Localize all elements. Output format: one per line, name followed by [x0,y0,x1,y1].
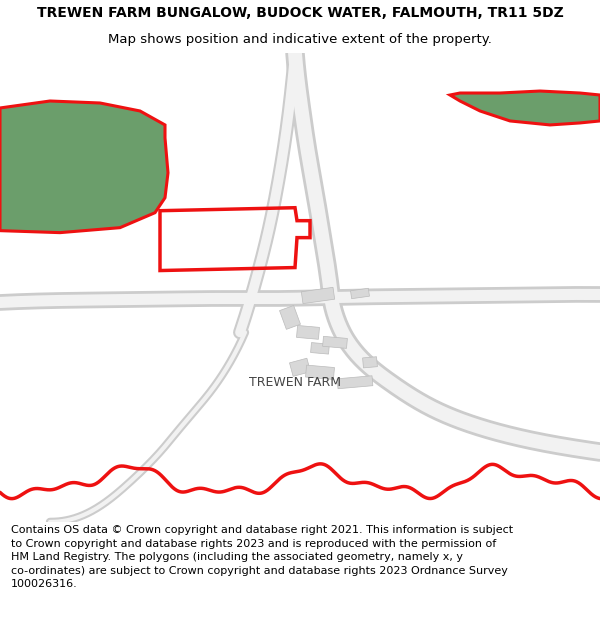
Polygon shape [0,101,168,232]
Bar [296,326,319,339]
Bar [301,288,335,304]
Bar [280,306,301,329]
Text: Contains OS data © Crown copyright and database right 2021. This information is : Contains OS data © Crown copyright and d… [11,525,513,589]
Polygon shape [450,91,600,125]
Bar [350,288,370,299]
Text: TREWEN FARM: TREWEN FARM [249,376,341,389]
Bar [362,357,377,368]
Text: Map shows position and indicative extent of the property.: Map shows position and indicative extent… [108,33,492,46]
Text: TREWEN FARM BUNGALOW, BUDOCK WATER, FALMOUTH, TR11 5DZ: TREWEN FARM BUNGALOW, BUDOCK WATER, FALM… [37,6,563,20]
Bar [323,336,347,348]
Bar [289,358,311,376]
Bar [311,342,329,354]
Bar [337,376,373,389]
Bar [305,365,334,379]
